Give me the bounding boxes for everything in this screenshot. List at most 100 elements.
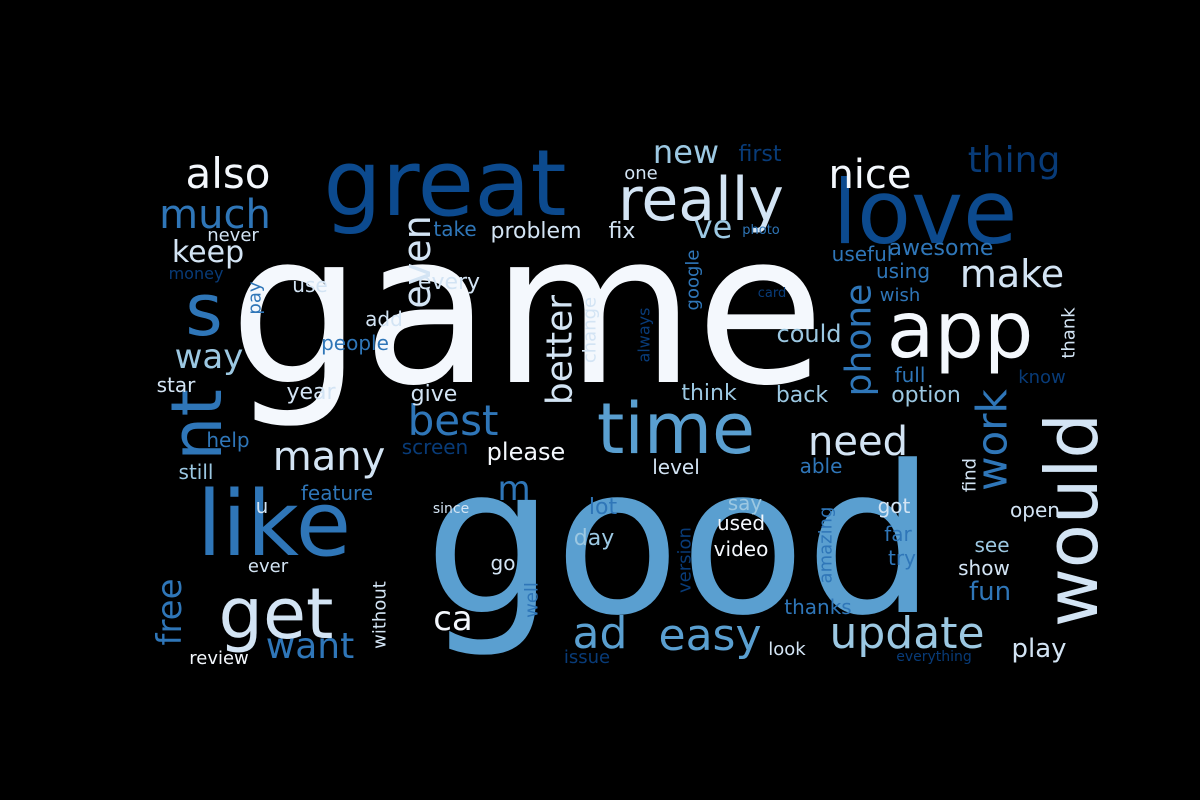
word-look: look: [768, 639, 806, 660]
word-thank: thank: [1059, 307, 1080, 359]
word-able: able: [800, 454, 843, 478]
word-useful: useful: [832, 242, 893, 266]
word-phone: phone: [839, 284, 880, 397]
word-issue: issue: [564, 647, 610, 668]
word-good: good: [424, 423, 935, 661]
word-think: think: [681, 381, 737, 406]
word-love: love: [833, 161, 1018, 264]
word-got: got: [878, 494, 911, 518]
word-far: far: [884, 522, 912, 546]
word-free: free: [150, 578, 190, 645]
word-work: work: [968, 389, 1017, 491]
word-many: many: [273, 434, 386, 480]
word-ad: ad: [573, 608, 628, 659]
word-easy: easy: [659, 610, 762, 661]
word-please: please: [487, 438, 566, 466]
word-well: well: [522, 582, 543, 618]
word-open: open: [1010, 498, 1060, 522]
word-great: great: [323, 130, 566, 237]
word-time: time: [597, 388, 755, 470]
word-get: get: [219, 573, 334, 655]
word-always: always: [635, 308, 654, 363]
word-change: change: [580, 297, 601, 363]
word-really: really: [618, 165, 784, 235]
word-version: version: [675, 527, 696, 593]
word-update: update: [829, 608, 984, 659]
word-much: much: [159, 192, 271, 238]
word-help: help: [206, 428, 249, 452]
word-play: play: [1011, 634, 1066, 664]
word-want: want: [266, 626, 354, 667]
word-ve: ve: [694, 208, 733, 246]
word-also: also: [186, 149, 271, 198]
word-u: u: [256, 494, 269, 518]
word-could: could: [777, 320, 842, 348]
word-see: see: [974, 533, 1009, 557]
word-everything: everything: [896, 649, 972, 665]
word-nt: nt: [156, 389, 238, 461]
word-keep: keep: [172, 235, 244, 270]
word-try: try: [888, 546, 916, 570]
word-option: option: [891, 383, 961, 408]
word-review: review: [189, 648, 249, 669]
word-show: show: [958, 556, 1010, 580]
word-people: people: [321, 331, 389, 355]
word-like: like: [197, 472, 351, 577]
word-even: even: [395, 215, 439, 308]
word-year: year: [286, 380, 336, 405]
word-s: s: [185, 268, 223, 352]
word-thing: thing: [968, 140, 1061, 181]
word-since: since: [433, 501, 469, 517]
word-google: google: [683, 250, 704, 311]
word-first: first: [739, 142, 782, 167]
word-ca: ca: [433, 599, 473, 639]
word-fix: fix: [609, 219, 636, 244]
word-full: full: [895, 363, 926, 387]
word-problem: problem: [490, 219, 581, 244]
word-amazing: amazing: [816, 507, 837, 584]
word-one: one: [624, 163, 658, 184]
word-way: way: [175, 337, 244, 377]
word-using: using: [876, 259, 930, 283]
word-pay: pay: [245, 281, 266, 314]
word-make: make: [960, 252, 1064, 296]
word-better: better: [540, 295, 581, 405]
word-feature: feature: [301, 481, 373, 505]
word-best: best: [408, 396, 499, 445]
word-m: m: [497, 469, 530, 509]
word-find: find: [960, 458, 981, 492]
word-fun: fun: [969, 577, 1011, 607]
word-without: without: [370, 581, 391, 649]
word-card: card: [758, 286, 786, 301]
word-nice: nice: [828, 152, 911, 198]
word-add: add: [365, 307, 403, 331]
word-take: take: [433, 217, 476, 241]
word-go: go: [491, 551, 516, 575]
word-use: use: [292, 273, 327, 297]
word-app: app: [887, 286, 1034, 376]
word-new: new: [653, 133, 719, 171]
word-awesome: awesome: [889, 236, 994, 261]
word-wish: wish: [880, 285, 921, 306]
word-star: star: [157, 373, 197, 397]
word-every: every: [418, 270, 480, 295]
word-level: level: [652, 455, 700, 479]
word-would: would: [1030, 413, 1114, 627]
word-screen: screen: [402, 435, 468, 459]
word-video: video: [714, 537, 769, 561]
word-need: need: [808, 419, 908, 465]
word-game: game: [229, 187, 825, 432]
word-never: never: [207, 225, 259, 246]
word-ever: ever: [248, 556, 289, 577]
word-know: know: [1018, 367, 1066, 388]
word-used: used: [717, 511, 765, 535]
word-give: give: [411, 382, 458, 407]
word-photo: photo: [742, 223, 780, 238]
word-say: say: [728, 491, 763, 515]
word-thanks: thanks: [784, 595, 851, 619]
word-money: money: [169, 264, 224, 283]
word-day: day: [574, 526, 614, 551]
